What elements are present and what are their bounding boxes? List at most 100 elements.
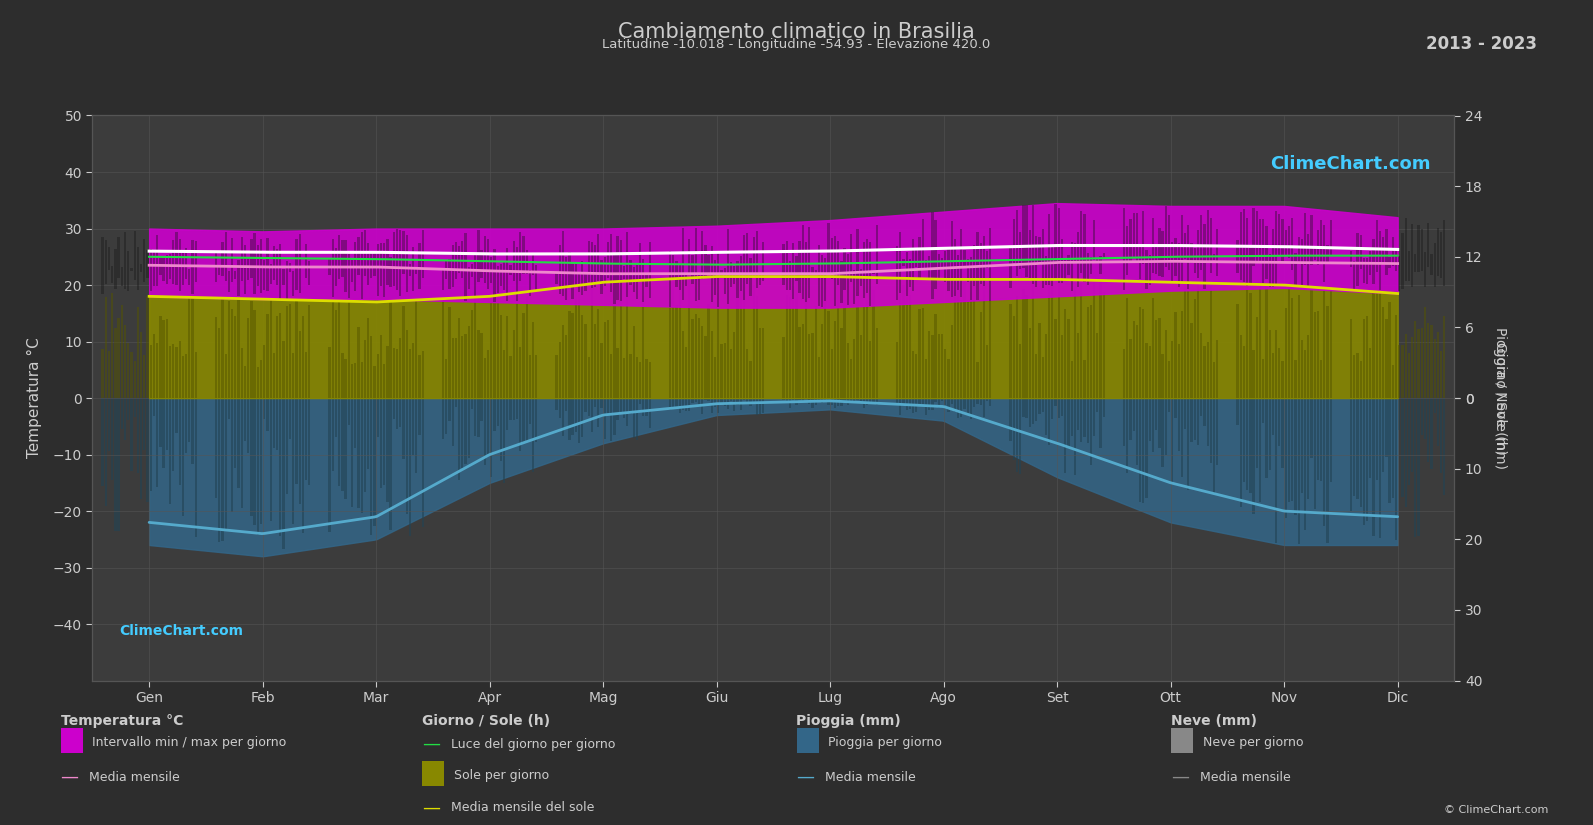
Bar: [1035, 237, 1037, 287]
Bar: [304, 351, 307, 398]
Bar: [895, 246, 898, 300]
Bar: [1352, 398, 1356, 496]
Bar: [911, 351, 914, 398]
Bar: [1133, 213, 1134, 257]
Bar: [1055, 398, 1056, 406]
Bar: [1149, 346, 1150, 398]
Bar: [406, 330, 408, 398]
Bar: [820, 324, 824, 398]
Bar: [344, 240, 347, 292]
Bar: [814, 271, 817, 274]
Bar: [494, 398, 495, 431]
Bar: [1200, 398, 1203, 417]
Bar: [487, 350, 489, 398]
Bar: [419, 398, 421, 435]
Bar: [1317, 230, 1319, 265]
Bar: [814, 306, 817, 398]
Text: Neve per giorno: Neve per giorno: [1203, 736, 1303, 749]
Bar: [710, 398, 714, 412]
Bar: [623, 398, 624, 417]
Bar: [1317, 310, 1319, 398]
Bar: [397, 349, 398, 398]
Bar: [260, 239, 263, 294]
Bar: [742, 271, 746, 398]
Bar: [726, 290, 730, 398]
Bar: [419, 243, 421, 289]
Bar: [804, 242, 808, 302]
Bar: [840, 328, 843, 398]
Bar: [263, 260, 266, 290]
Bar: [1212, 398, 1215, 493]
Bar: [1389, 257, 1391, 268]
Bar: [1386, 319, 1388, 398]
Bar: [526, 250, 527, 274]
Bar: [620, 282, 621, 398]
Bar: [941, 398, 943, 401]
Bar: [1123, 208, 1125, 290]
Bar: [307, 398, 311, 485]
Bar: [162, 258, 164, 281]
Bar: [115, 398, 116, 530]
Bar: [1437, 229, 1438, 276]
Bar: [873, 272, 875, 274]
Bar: [957, 255, 959, 290]
Bar: [347, 398, 350, 426]
Bar: [572, 313, 573, 398]
Bar: [983, 275, 984, 398]
Bar: [263, 398, 266, 419]
Bar: [795, 398, 798, 404]
Bar: [218, 398, 220, 542]
Bar: [266, 314, 269, 398]
Bar: [1161, 231, 1164, 277]
Bar: [166, 255, 167, 284]
Bar: [1373, 290, 1375, 398]
Bar: [454, 338, 457, 398]
Bar: [1424, 398, 1426, 439]
Text: Media mensile: Media mensile: [825, 771, 916, 784]
Bar: [1139, 307, 1141, 398]
Bar: [169, 254, 170, 279]
Bar: [1314, 312, 1316, 398]
Bar: [503, 398, 505, 483]
Bar: [1330, 398, 1332, 482]
Bar: [1190, 323, 1193, 398]
Text: —: —: [796, 768, 814, 786]
Text: ClimeChart.com: ClimeChart.com: [1271, 155, 1431, 173]
Bar: [623, 359, 624, 398]
Bar: [454, 398, 457, 408]
Bar: [131, 352, 132, 398]
Bar: [1405, 398, 1407, 507]
Bar: [1032, 273, 1034, 398]
Text: Temperatura °C: Temperatura °C: [61, 714, 183, 728]
Bar: [1164, 206, 1168, 267]
Bar: [1080, 282, 1082, 398]
Bar: [494, 248, 495, 302]
Text: Intervallo min / max per giorno: Intervallo min / max per giorno: [92, 736, 287, 749]
Bar: [231, 398, 233, 512]
Bar: [1187, 398, 1190, 490]
Bar: [182, 398, 185, 516]
Bar: [1152, 218, 1153, 273]
Bar: [830, 349, 833, 398]
Bar: [1402, 233, 1403, 290]
Bar: [1016, 296, 1018, 398]
Bar: [1152, 298, 1153, 398]
Bar: [282, 269, 285, 285]
Bar: [503, 350, 505, 398]
Bar: [863, 398, 865, 408]
Bar: [1314, 398, 1316, 509]
Bar: [1051, 398, 1053, 419]
Bar: [276, 317, 279, 398]
Bar: [626, 276, 628, 398]
Bar: [1255, 211, 1258, 261]
Bar: [867, 239, 868, 293]
Bar: [736, 398, 739, 404]
Bar: [789, 262, 792, 290]
Bar: [1142, 211, 1144, 264]
Bar: [1271, 229, 1274, 287]
Bar: [717, 252, 720, 307]
Bar: [1158, 228, 1161, 276]
Bar: [948, 398, 949, 412]
Bar: [1365, 258, 1368, 284]
Bar: [1411, 398, 1413, 473]
